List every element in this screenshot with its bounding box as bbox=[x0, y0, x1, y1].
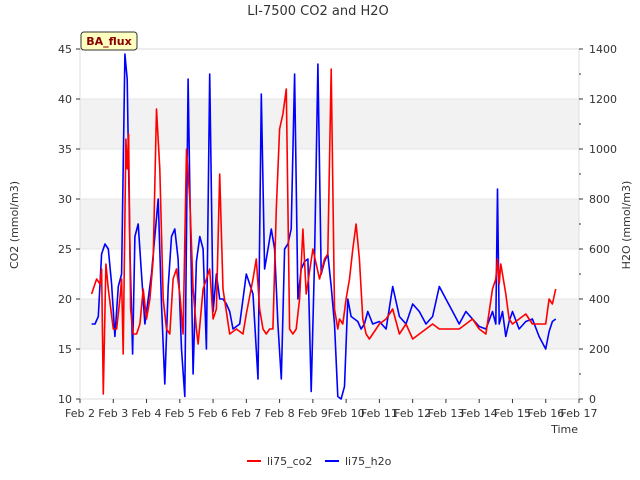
y-right-tick-label: 0 bbox=[589, 393, 596, 406]
y-left-tick-label: 35 bbox=[58, 143, 72, 156]
x-tick-label: Feb 7 bbox=[231, 407, 261, 420]
y-right-tick-label: 200 bbox=[589, 343, 610, 356]
y-right-tick-label: 400 bbox=[589, 293, 610, 306]
badge: BA_flux bbox=[80, 31, 138, 51]
x-axis-label: Time bbox=[550, 423, 578, 436]
y-left-tick-label: 25 bbox=[58, 243, 72, 256]
x-tick-label: Feb 9 bbox=[298, 407, 328, 420]
x-tick-label: Feb 11 bbox=[361, 407, 398, 420]
y-right-tick-label: 1200 bbox=[589, 93, 617, 106]
x-tick-label: Feb 5 bbox=[165, 407, 195, 420]
background-band bbox=[80, 199, 579, 249]
legend-label-h2o: li75_h2o bbox=[345, 455, 392, 468]
x-tick-label: Feb 12 bbox=[394, 407, 431, 420]
x-tick-label: Feb 6 bbox=[198, 407, 228, 420]
y-left-axis-ticks: 10 15 20 25 30 35 40 45 bbox=[58, 43, 80, 406]
badge-label: BA_flux bbox=[86, 35, 131, 48]
x-tick-label: Feb 16 bbox=[527, 407, 564, 420]
y-right-tick-label: 800 bbox=[589, 193, 610, 206]
y-right-tick-label: 1000 bbox=[589, 143, 617, 156]
y-right-axis-label: H2O (mmol/m3) bbox=[620, 181, 633, 270]
y-left-axis-label: CO2 (mmol/m3) bbox=[8, 181, 21, 269]
badge-box bbox=[80, 31, 138, 51]
x-tick-label: Feb 2 bbox=[65, 407, 95, 420]
x-tick-label: Feb 4 bbox=[132, 407, 162, 420]
x-tick-label: Feb 14 bbox=[461, 407, 498, 420]
x-tick-label: Feb 10 bbox=[328, 407, 365, 420]
x-tick-label: Feb 15 bbox=[494, 407, 531, 420]
x-axis-ticks: Feb 2 Feb 3 Feb 4 Feb 5 Feb 6 Feb 7 Feb 8 Feb 9… bbox=[65, 399, 597, 420]
x-tick-label: Feb 8 bbox=[265, 407, 295, 420]
series-lines bbox=[90, 53, 557, 400]
x-tick-label: Feb 3 bbox=[98, 407, 128, 420]
y-left-tick-label: 40 bbox=[58, 93, 72, 106]
y-left-tick-label: 30 bbox=[58, 193, 72, 206]
x-tick-label: Feb 13 bbox=[427, 407, 464, 420]
y-right-tick-label: 600 bbox=[589, 243, 610, 256]
legend-label-co2: li75_co2 bbox=[267, 455, 312, 468]
legend: li75_co2 li75_h2o bbox=[247, 455, 392, 468]
x-tick-label: Feb 17 bbox=[561, 407, 598, 420]
series-line-li75_co2 bbox=[90, 68, 557, 395]
y-left-tick-label: 20 bbox=[58, 293, 72, 306]
y-left-tick-label: 10 bbox=[58, 393, 72, 406]
y-right-axis-ticks: 0 200 400 600 800 1000 1200 1400 bbox=[579, 43, 617, 406]
y-left-tick-label: 45 bbox=[58, 43, 72, 56]
y-right-tick-label: 1400 bbox=[589, 43, 617, 56]
y-left-tick-label: 15 bbox=[58, 343, 72, 356]
chart-title: LI-7500 CO2 and H2O bbox=[247, 4, 389, 19]
